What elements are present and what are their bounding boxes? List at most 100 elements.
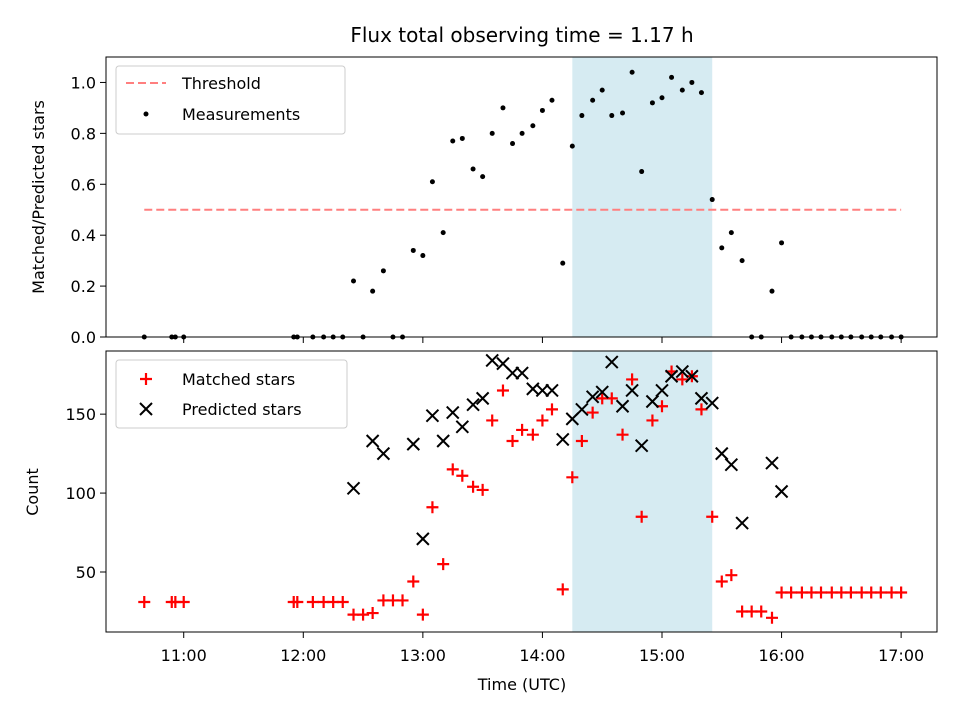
measurement-point <box>560 260 566 266</box>
bottom-y-ticks: 50 100 150 <box>65 405 106 582</box>
matched-star-point <box>715 575 728 588</box>
measurement-point <box>698 90 704 96</box>
top-y-tick-label: 0.2 <box>71 277 96 296</box>
measurement-point <box>539 107 545 113</box>
matched-star-point <box>646 414 659 427</box>
matched-star-point <box>874 586 887 599</box>
predicted-star-point <box>545 383 559 398</box>
matched-star-point <box>437 558 450 571</box>
measurement-point <box>370 288 376 294</box>
measurement-point <box>669 74 675 80</box>
matched-star-point <box>306 596 319 609</box>
measurement-point <box>599 87 605 93</box>
matched-star-point <box>725 569 738 582</box>
predicted-star-point <box>634 439 649 453</box>
matched-star-point <box>366 607 379 620</box>
top-panel: 0.0 0.2 0.4 0.6 0.8 1.0 Matched/Predicted sta… <box>29 56 938 347</box>
matched-star-point <box>765 611 778 624</box>
top-y-tick-label: 0.4 <box>71 226 96 245</box>
predicted-star-point <box>505 366 520 380</box>
x-tick-label: 14:00 <box>519 646 565 665</box>
matched-star-point <box>336 596 349 609</box>
predicted-star-point <box>675 364 690 379</box>
predicted-star-point <box>655 383 669 398</box>
matched-star-point <box>635 510 648 523</box>
measurement-point <box>609 113 615 119</box>
predicted-star-point <box>575 402 589 417</box>
predicted-star-point <box>346 481 361 496</box>
bottom-x-ticks: 11:00 12:00 13:00 14:00 15:00 16:00 17:00 <box>161 632 924 665</box>
matched-star-point <box>616 428 629 441</box>
predicted-star-point <box>425 409 440 423</box>
predicted-star-point <box>605 355 619 369</box>
matched-star-point <box>566 471 579 484</box>
matched-star-point <box>695 403 708 416</box>
measurement-point <box>410 247 416 253</box>
predicted-star-point <box>615 399 630 413</box>
measurement-point <box>489 130 495 136</box>
measurement-point <box>769 288 775 294</box>
x-tick-label: 15:00 <box>639 646 685 665</box>
matched-star-point <box>676 373 689 386</box>
measurement-point <box>579 113 585 119</box>
top-legend-box <box>115 65 346 135</box>
matched-star-point <box>526 428 539 441</box>
measurement-point <box>779 240 785 246</box>
predicted-star-point <box>645 394 660 409</box>
matched-star-point <box>467 480 480 493</box>
matched-star-point <box>177 596 190 609</box>
predicted-star-point <box>556 432 570 447</box>
measurement-point <box>620 110 626 116</box>
matched-star-point <box>426 501 439 514</box>
legend-measurements-swatch <box>143 111 149 117</box>
top-y-axis-label: Matched/Predicted stars <box>29 100 48 294</box>
measurement-point <box>351 278 357 284</box>
predicted-star-point <box>724 457 739 472</box>
top-legend: Threshold Measurements <box>115 65 346 135</box>
predicted-star-point <box>685 369 699 383</box>
bottom-y-tick-label: 50 <box>76 563 96 582</box>
top-axes-frame <box>105 56 938 338</box>
measurement-point <box>420 253 426 259</box>
top-y-tick-label: 0.8 <box>71 124 96 143</box>
measurement-point <box>500 105 506 111</box>
measurement-point <box>530 123 536 129</box>
x-tick-label: 12:00 <box>280 646 326 665</box>
measurement-point <box>659 95 665 101</box>
legend-predicted-label: Predicted stars <box>182 400 302 419</box>
bottom-y-axis-label: Count <box>23 468 42 516</box>
matched-star-point <box>536 414 549 427</box>
x-tick-label: 17:00 <box>878 646 924 665</box>
measurement-point <box>679 87 685 93</box>
matched-star-point <box>545 403 558 416</box>
measurement-point <box>569 143 575 149</box>
top-x-ticks <box>183 337 902 343</box>
measurement-point <box>440 230 446 236</box>
legend-measurements-label: Measurements <box>182 105 300 124</box>
measurement-point <box>450 138 456 144</box>
matched-star-point <box>586 406 599 419</box>
matched-star-point <box>476 483 489 496</box>
x-axis-label: Time (UTC) <box>477 675 566 694</box>
measurement-point <box>380 268 386 274</box>
x-tick-label: 11:00 <box>161 646 207 665</box>
matched-star-point <box>291 596 304 609</box>
predicted-star-point <box>705 396 719 410</box>
top-y-ticks: 0.0 0.2 0.4 0.6 0.8 1.0 <box>71 73 106 347</box>
measurement-point <box>728 230 734 236</box>
measurement-point <box>549 97 555 103</box>
matched-star-point <box>446 463 459 476</box>
matched-star-point <box>516 423 529 436</box>
matched-star-point <box>416 608 429 621</box>
predicted-star-point <box>735 516 749 530</box>
predicted-star-point <box>406 437 420 451</box>
measurement-point <box>480 174 486 180</box>
measurement-point <box>689 79 695 85</box>
predicted-star-point <box>455 420 470 434</box>
measurement-point <box>459 135 465 141</box>
predicted-star-point <box>715 446 729 461</box>
predicted-star-point <box>765 456 779 470</box>
matched-star-point <box>815 586 828 599</box>
